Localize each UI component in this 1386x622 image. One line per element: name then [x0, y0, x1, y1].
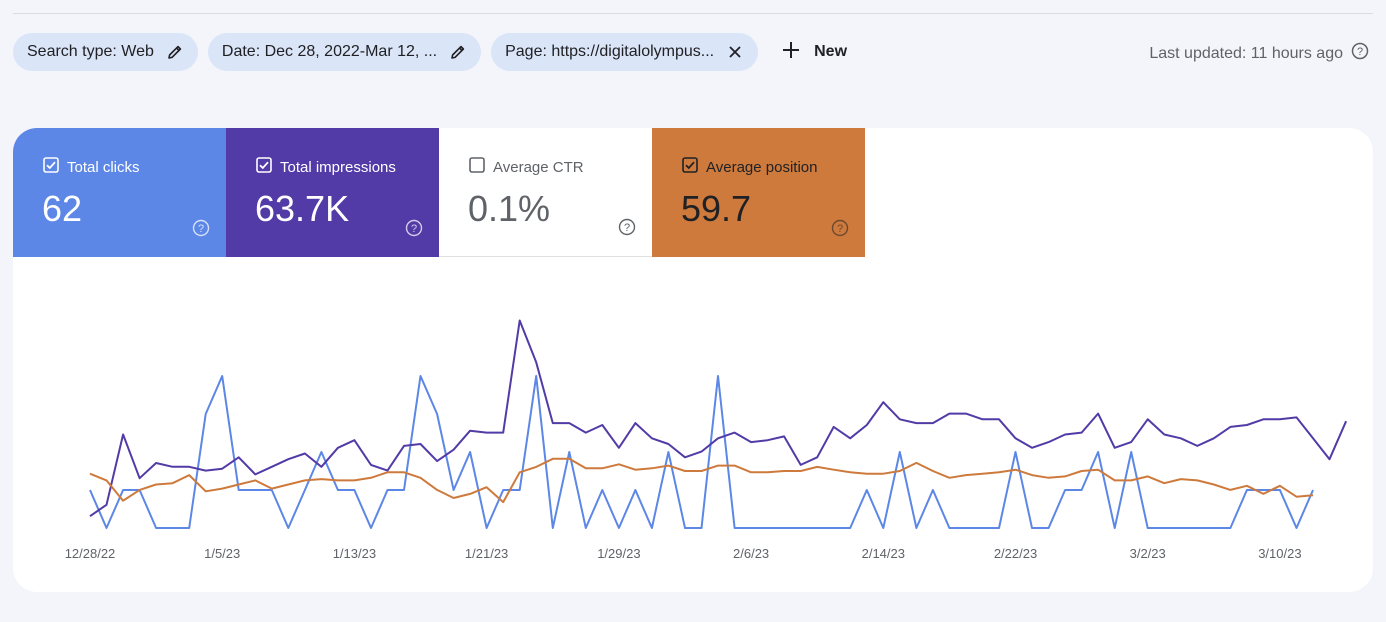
- metric-tile-total-clicks[interactable]: Total clicks 62 ?: [13, 128, 226, 257]
- x-tick-label: 1/21/23: [465, 546, 508, 561]
- help-icon[interactable]: ?: [831, 219, 849, 242]
- add-filter-button[interactable]: New: [782, 41, 847, 64]
- metric-label: Total clicks: [67, 158, 140, 176]
- metric-label: Average CTR: [493, 158, 584, 176]
- metric-label: Average position: [706, 158, 818, 176]
- filter-chip-label: Date: Dec 28, 2022-Mar 12, ...: [221, 43, 438, 60]
- metric-tile-total-impressions[interactable]: Total impressions 63.7K ?: [226, 128, 439, 257]
- metric-value: 0.1%: [468, 188, 551, 229]
- x-tick-label: 3/2/23: [1130, 546, 1166, 561]
- help-icon[interactable]: ?: [618, 218, 636, 241]
- help-icon[interactable]: ?: [192, 219, 210, 242]
- x-tick-label: 1/13/23: [333, 546, 376, 561]
- x-tick-label: 1/5/23: [204, 546, 240, 561]
- x-tick-label: 3/10/23: [1258, 546, 1301, 561]
- filter-chip-search-type[interactable]: Search type: Web: [13, 33, 198, 71]
- top-divider: [13, 13, 1373, 14]
- filter-chip-label: Page: https://digitalolympus...: [505, 43, 715, 60]
- x-tick-label: 2/14/23: [862, 546, 905, 561]
- metric-value: 59.7: [681, 188, 752, 229]
- metric-tiles: Total clicks 62 ? Total impressions 63.7…: [13, 128, 865, 257]
- checkbox-checked-icon[interactable]: [256, 157, 272, 177]
- performance-card: Total clicks 62 ? Total impressions 63.7…: [13, 128, 1373, 592]
- metric-value: 63.7K: [255, 188, 350, 229]
- metric-value: 62: [42, 188, 83, 229]
- last-updated: Last updated: 11 hours ago ?: [1149, 42, 1369, 65]
- close-icon[interactable]: [726, 43, 744, 61]
- help-icon[interactable]: ?: [405, 219, 423, 242]
- x-tick-label: 1/29/23: [597, 546, 640, 561]
- svg-text:?: ?: [198, 223, 204, 235]
- pencil-icon[interactable]: [166, 43, 184, 61]
- svg-text:?: ?: [411, 223, 417, 235]
- filter-chip-date[interactable]: Date: Dec 28, 2022-Mar 12, ...: [207, 33, 482, 71]
- filter-chip-page[interactable]: Page: https://digitalolympus...: [491, 33, 759, 71]
- help-icon[interactable]: ?: [1351, 42, 1369, 65]
- svg-text:?: ?: [1357, 46, 1363, 58]
- pencil-icon[interactable]: [449, 43, 467, 61]
- last-updated-text: Last updated: 11 hours ago: [1149, 44, 1343, 62]
- filter-chip-label: Search type: Web: [27, 43, 154, 60]
- checkbox-unchecked-icon[interactable]: [469, 157, 485, 177]
- x-tick-label: 2/22/23: [994, 546, 1037, 561]
- metric-label: Total impressions: [280, 158, 396, 176]
- series-line-average-position: [89, 457, 1314, 504]
- checkbox-checked-icon[interactable]: [682, 157, 698, 177]
- performance-chart[interactable]: 12/28/22 1/5/23 1/13/23 1/21/23 1/29/23 2/6/2…: [13, 257, 1373, 592]
- series-line-total-clicks: [89, 375, 1314, 529]
- x-tick-label: 12/28/22: [65, 546, 116, 561]
- metric-tile-average-ctr[interactable]: Average CTR 0.1% ?: [439, 128, 652, 257]
- metric-tile-average-position[interactable]: Average position 59.7 ?: [652, 128, 865, 257]
- checkbox-checked-icon[interactable]: [43, 157, 59, 177]
- plus-icon: [782, 41, 800, 64]
- svg-text:?: ?: [624, 222, 630, 234]
- filter-bar: Search type: Web Date: Dec 28, 2022-Mar …: [13, 33, 847, 71]
- series-line-total-impressions: [89, 319, 1348, 518]
- x-tick-label: 2/6/23: [733, 546, 769, 561]
- add-filter-label: New: [814, 43, 848, 60]
- svg-text:?: ?: [837, 223, 843, 235]
